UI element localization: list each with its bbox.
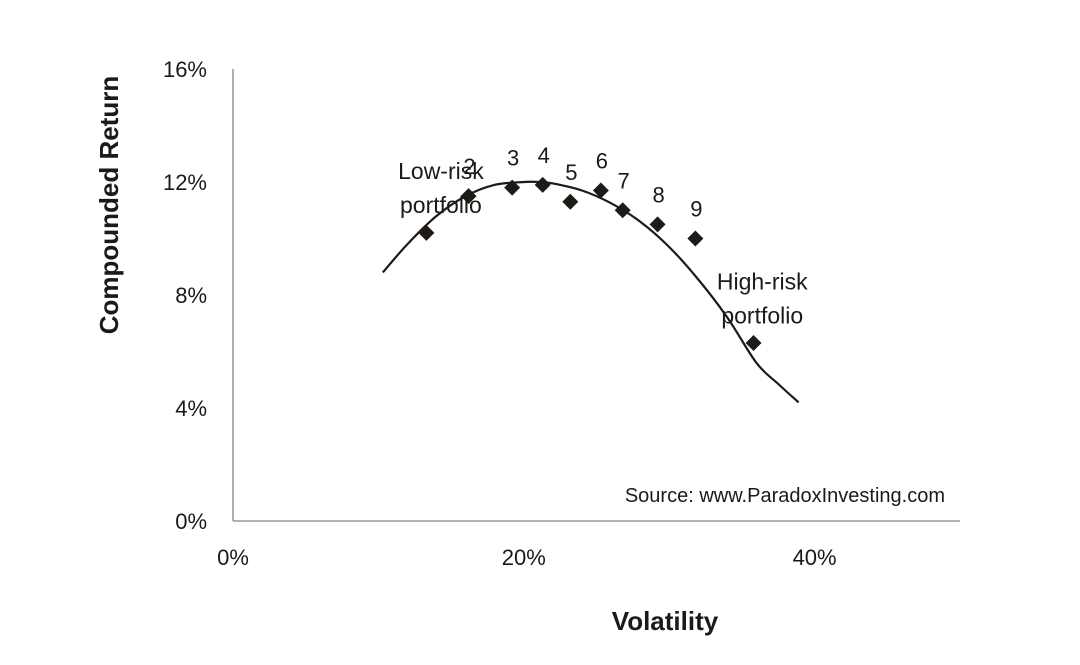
x-axis-title: Volatility <box>612 606 719 636</box>
x-tick-label: 40% <box>793 545 837 570</box>
data-point-marker <box>687 230 704 247</box>
data-point-label: 9 <box>690 197 702 222</box>
annotation-line: portfolio <box>400 192 482 218</box>
data-point-marker <box>460 188 477 205</box>
data-point-label: 4 <box>538 143 550 168</box>
annotation-line: portfolio <box>721 302 803 328</box>
annotation-line: Low-risk <box>398 158 484 184</box>
axes <box>232 69 960 522</box>
x-tick-label: 20% <box>502 545 546 570</box>
annotation: High-risk portfolio <box>717 268 808 328</box>
y-axis-title: Compounded Return <box>94 76 124 335</box>
source-note: Source: www.ParadoxInvesting.com <box>625 485 945 507</box>
y-tick-label: 8% <box>175 283 207 308</box>
data-point-marker <box>592 182 609 199</box>
x-ticks: 0% 20% 40% <box>217 545 837 570</box>
data-point-label: 5 <box>565 160 577 185</box>
data-point-label: 2 <box>463 154 475 179</box>
x-tick-label: 0% <box>217 545 249 570</box>
data-point-label: 3 <box>507 146 519 171</box>
data-point-marker <box>562 193 579 210</box>
data-point-marker <box>534 176 551 193</box>
data-point-marker <box>745 335 762 352</box>
data-point-marker <box>614 202 631 219</box>
y-ticks: 0% 4% 8% 12% 16% <box>163 57 207 534</box>
annotations: Low-risk portfolio High-risk portfolio <box>398 158 808 328</box>
data-point-label: 8 <box>652 182 664 207</box>
annotation-line: High-risk <box>717 268 808 294</box>
data-point-marker <box>418 224 435 241</box>
data-point-marker <box>649 216 666 233</box>
y-tick-label: 16% <box>163 57 207 82</box>
data-point-marker <box>504 179 521 196</box>
y-tick-label: 4% <box>175 396 207 421</box>
data-point-label: 6 <box>596 148 608 173</box>
y-tick-label: 12% <box>163 170 207 195</box>
trend-curve <box>381 180 800 404</box>
y-tick-label: 0% <box>175 509 207 534</box>
data-point-label: 7 <box>618 168 630 193</box>
data-points: 2 3 45 678 9 <box>418 143 762 352</box>
annotation: Low-risk portfolio <box>398 158 484 218</box>
